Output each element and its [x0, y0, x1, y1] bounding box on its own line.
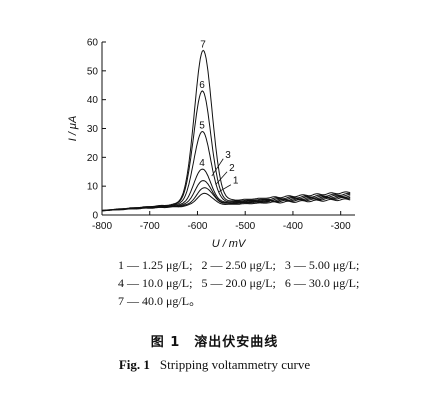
y-tick-label: 40 [87, 95, 99, 106]
legend-entry-2: 2 — 2.50 μg/L; [201, 258, 276, 272]
legend-entry-3: 3 — 5.00 μg/L; [284, 258, 360, 272]
legend-row-1: 1 — 1.25 μg/L; 2 — 2.50 μg/L; 3 — 5.00 μ… [118, 256, 418, 274]
caption-title: Stripping voltammetry curve [159, 357, 311, 372]
series-2-label: 2 [229, 163, 235, 174]
caption-english: Fig. 1 Stripping voltammetry curve [0, 357, 429, 373]
legend-row-2: 4 — 10.0 μg/L; 5 — 20.0 μg/L; 6 — 30.0 μ… [118, 274, 418, 292]
x-tick-label: -700 [140, 221, 160, 232]
series-6-label: 6 [199, 80, 205, 91]
legend-entry-5: 5 — 20.0 μg/L; [201, 276, 276, 290]
y-axis-label: I / μA [67, 116, 79, 142]
x-tick-label: -600 [187, 221, 207, 232]
legend-entry-1: 1 — 1.25 μg/L; [118, 258, 193, 272]
series-7-label: 7 [200, 40, 206, 51]
y-tick-label: 30 [87, 124, 99, 135]
legend: 1 — 1.25 μg/L; 2 — 2.50 μg/L; 3 — 5.00 μ… [118, 256, 418, 310]
caption-chinese: 图 1 溶出伏安曲线 [150, 335, 279, 350]
caption-figure-number: Fig. 1 [118, 357, 150, 372]
series-7-line [101, 49, 351, 211]
x-axis-label: U / mV [212, 238, 247, 250]
curves [101, 49, 351, 212]
series-5-label: 5 [199, 120, 205, 131]
series-1-leader-line [218, 184, 232, 193]
y-tick-label: 0 [92, 211, 98, 222]
legend-entry-6: 6 — 30.0 μg/L; [284, 276, 360, 290]
curve-labels: 1 2 3 4 5 6 7 [199, 40, 239, 193]
series-3-label: 3 [225, 150, 231, 161]
y-tick-label: 50 [87, 66, 99, 77]
series-1-label: 1 [233, 176, 239, 187]
series-2-leader-line [215, 171, 228, 185]
legend-entry-4: 4 — 10.0 μg/L; [118, 276, 193, 290]
series-4-label: 4 [199, 158, 205, 169]
series-3-leader-line [211, 158, 224, 177]
series-6-line [101, 90, 351, 212]
y-tick-label: 60 [87, 38, 99, 49]
y-tick-label: 20 [87, 153, 99, 164]
y-tick-label: 10 [87, 182, 99, 193]
axes: -800 -700 -600 -500 -400 -300 0 10 20 30 40 50 60 U /… [67, 38, 355, 250]
x-tick-label: -500 [235, 221, 255, 232]
x-tick-label: -800 [92, 221, 112, 232]
x-tick-label: -400 [283, 221, 303, 232]
legend-row-3: 7 — 40.0 μg/L。 [118, 292, 418, 310]
legend-entry-7: 7 — 40.0 μg/L。 [118, 294, 202, 308]
x-tick-label: -300 [331, 221, 351, 232]
voltammetry-chart: -800 -700 -600 -500 -400 -300 0 10 20 30 40 50 60 U /… [67, 38, 355, 250]
